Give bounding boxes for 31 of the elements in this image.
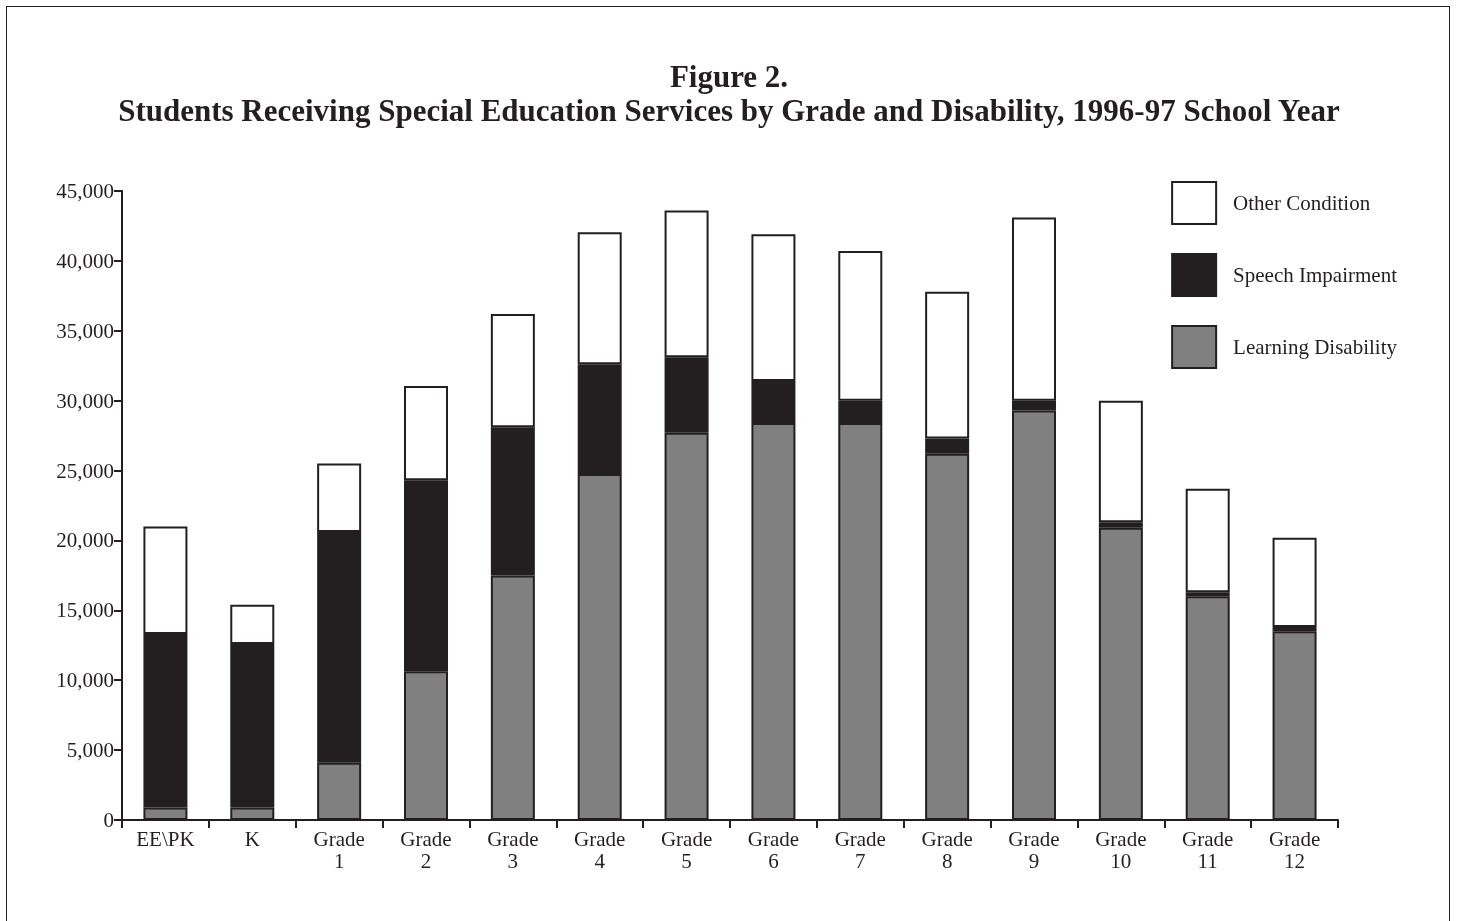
y-tick-label: 5,000 — [66, 738, 114, 763]
x-tick-label: Grade 1 — [313, 827, 365, 873]
x-tick-label: K — [244, 827, 260, 851]
x-tick-label: Grade 5 — [660, 827, 713, 873]
x-tick-label: Grade 11 — [1182, 827, 1234, 873]
y-tick-label: 35,000 — [56, 318, 114, 343]
x-tick-label: Grade 4 — [574, 827, 626, 873]
x-tick-label: Grade 9 — [1008, 827, 1060, 873]
y-tick-label: 30,000 — [56, 388, 114, 413]
bar — [1272, 537, 1317, 628]
y-tick-label: 25,000 — [56, 458, 114, 483]
bar — [1185, 488, 1230, 593]
y-tick-label: 45,000 — [56, 179, 114, 203]
x-tick-label: Grade 12 — [1268, 827, 1321, 873]
x-tick-label: Grade 10 — [1095, 827, 1147, 873]
chart-subtitle: Students Receiving Special Education Services by Grade and Disability, 1996-97 School Year — [118, 93, 1341, 128]
y-tick-label: 0 — [103, 808, 114, 832]
y-tick-label: 40,000 — [56, 248, 114, 273]
legend-label: Learning Disability — [1233, 335, 1398, 359]
y-tick-label: 20,000 — [56, 528, 114, 553]
x-tick-label: Grade 7 — [834, 827, 886, 873]
x-tick-label: EE\PK — [136, 827, 195, 851]
y-tick-label: 15,000 — [56, 598, 114, 623]
y-tick-label: 10,000 — [56, 668, 114, 693]
x-tick-label: Grade 3 — [487, 827, 539, 873]
x-tick-label: Grade 8 — [921, 827, 973, 873]
chart-title: Figure 2. — [669, 59, 789, 94]
legend-label: Speech Impairment — [1233, 263, 1398, 287]
x-tick-label: Grade 2 — [400, 827, 452, 873]
legend-label: Other Condition — [1233, 191, 1371, 215]
x-tick-label: Grade 6 — [747, 827, 800, 873]
